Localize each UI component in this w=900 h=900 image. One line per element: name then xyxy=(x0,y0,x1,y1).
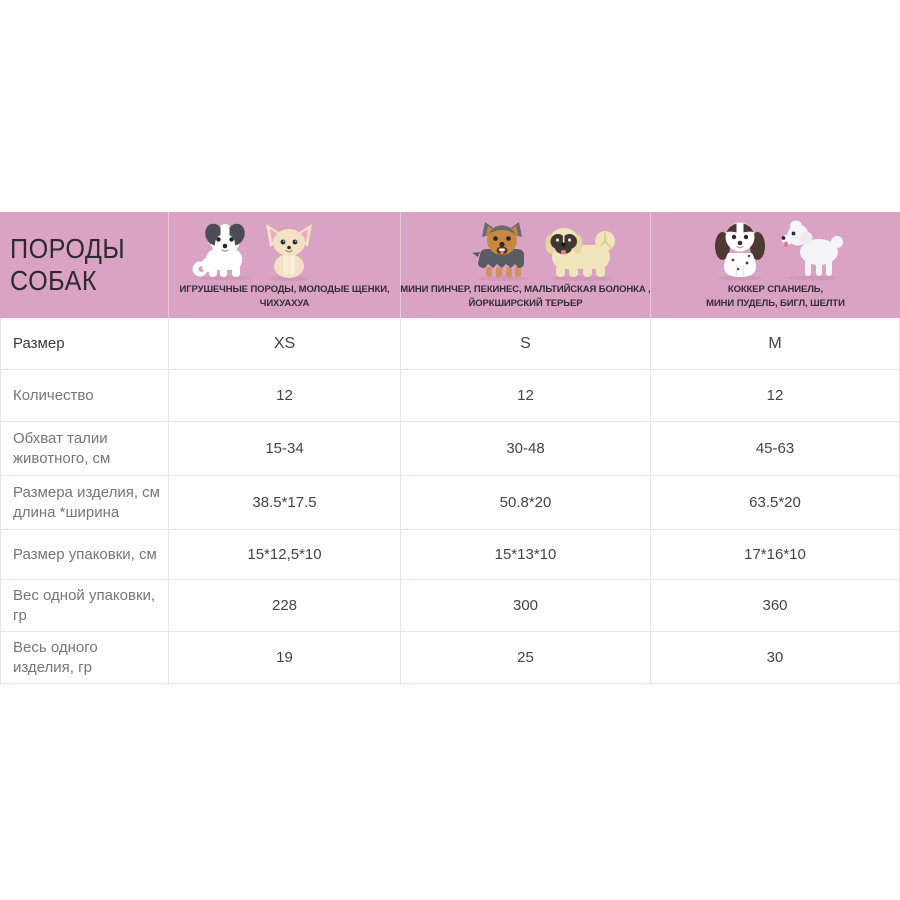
yorkshire-terrier-icon xyxy=(471,222,525,282)
row-label: Обхват талии животного, см xyxy=(13,430,111,467)
table-row-item-weight: Весь одного изделия, гр 19 25 30 xyxy=(1,632,899,684)
cell-value: 360 xyxy=(650,580,899,631)
breed-list-s: МИНИ ПИНЧЕР, ПЕКИНЕС, МАЛЬТИЙСКАЯ БОЛОНК… xyxy=(400,284,651,310)
breed-list-xs: ИГРУШЕЧНЫЕ ПОРОДЫ, МОЛОДЫЕ ЩЕНКИ, ЧИХУАХ… xyxy=(179,284,390,310)
cell-value: 15*12,5*10 xyxy=(168,530,400,579)
size-s-value: S xyxy=(400,318,650,369)
cell-value: 12 xyxy=(400,370,650,421)
row-label: Размер упаковки, см xyxy=(13,545,157,563)
cell-value: 228 xyxy=(168,580,400,631)
breed-column-m: КОККЕР СПАНИЕЛЬ, МИНИ ПУДЕЛЬ, БИГЛ, ШЕЛТ… xyxy=(650,212,900,318)
cell-value: 12 xyxy=(168,370,400,421)
cell-value: 45-63 xyxy=(650,422,899,475)
row-label: Вес одной упаковки, гр xyxy=(13,587,156,624)
cocker-spaniel-icon xyxy=(714,222,765,281)
size-table: Размер XS S M Количество 12 12 12 Обхват… xyxy=(0,318,900,684)
cell-value: 30 xyxy=(650,632,899,683)
cell-value: 12 xyxy=(650,370,899,421)
breeds-header-band: ПОРОДЫ СОБАК xyxy=(0,212,900,318)
japanese-chin-icon xyxy=(192,224,251,282)
size-m-value: M xyxy=(650,318,899,369)
table-row-waist: Обхват талии животного, см 15-34 30-48 4… xyxy=(1,422,899,476)
table-row-size: Размер XS S M xyxy=(1,318,899,370)
table-row-package-weight: Вес одной упаковки, гр 228 300 360 xyxy=(1,580,899,632)
chart-title-line2: СОБАК xyxy=(10,265,97,296)
cell-value: 17*16*10 xyxy=(650,530,899,579)
chart-title: ПОРОДЫ СОБАК xyxy=(0,212,168,318)
chihuahua-icon xyxy=(266,224,312,282)
row-label: Размера изделия, см длина *ширина xyxy=(13,484,160,521)
table-row-package-size: Размер упаковки, см 15*12,5*10 15*13*10 … xyxy=(1,530,899,580)
row-label: Количество xyxy=(13,386,94,404)
dog-illustrations-xs xyxy=(189,219,317,282)
cell-value: 30-48 xyxy=(400,422,650,475)
breed-column-xs: ИГРУШЕЧНЫЕ ПОРОДЫ, МОЛОДЫЕ ЩЕНКИ, ЧИХУАХ… xyxy=(168,212,400,318)
mini-poodle-icon xyxy=(781,220,843,281)
dog-illustrations-s xyxy=(470,219,622,282)
size-xs-value: XS xyxy=(168,318,400,369)
table-row-item-size: Размера изделия, см длина *ширина 38.5*1… xyxy=(1,476,899,530)
cell-value: 15*13*10 xyxy=(400,530,650,579)
cell-value: 15-34 xyxy=(168,422,400,475)
breed-list-m: КОККЕР СПАНИЕЛЬ, МИНИ ПУДЕЛЬ, БИГЛ, ШЕЛТ… xyxy=(706,284,845,310)
cell-value: 25 xyxy=(400,632,650,683)
row-label: Размер xyxy=(13,334,65,352)
cell-value: 300 xyxy=(400,580,650,631)
cell-value: 50.8*20 xyxy=(400,476,650,529)
breed-column-s: МИНИ ПИНЧЕР, ПЕКИНЕС, МАЛЬТИЙСКАЯ БОЛОНК… xyxy=(400,212,651,318)
dog-size-chart: ПОРОДЫ СОБАК xyxy=(0,212,900,684)
cell-value: 19 xyxy=(168,632,400,683)
dog-illustrations-m xyxy=(708,219,844,281)
cell-value: 63.5*20 xyxy=(650,476,899,529)
row-label: Весь одного изделия, гр xyxy=(13,639,98,676)
pekingese-icon xyxy=(545,228,615,282)
chart-title-line1: ПОРОДЫ xyxy=(10,232,126,264)
cell-value: 38.5*17.5 xyxy=(168,476,400,529)
table-row-quantity: Количество 12 12 12 xyxy=(1,370,899,422)
